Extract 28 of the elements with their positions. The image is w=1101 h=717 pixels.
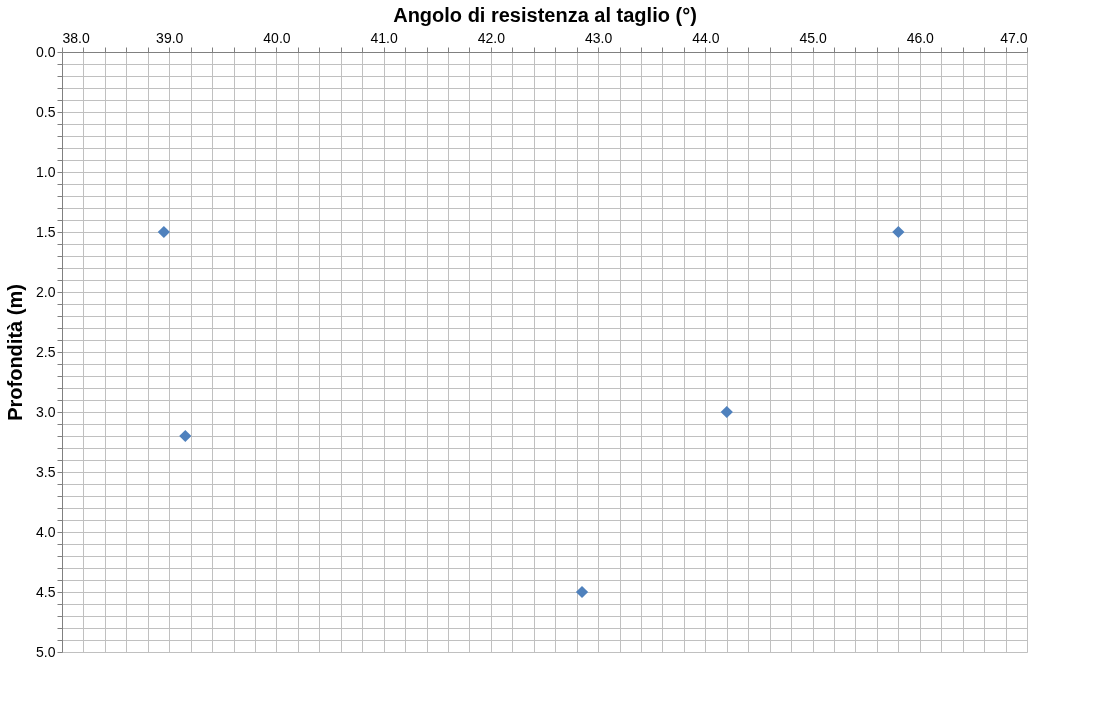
- x-tick-label: 42.0: [477, 29, 506, 46]
- x-tick-label: 40.0: [263, 29, 291, 46]
- x-tick-label: 44.0: [692, 29, 720, 46]
- x-axis-title: Angolo di resistenza al taglio (°): [393, 3, 697, 26]
- y-tick-label: 4.0: [36, 523, 56, 540]
- point: [575, 585, 589, 599]
- x-tick-label: 39.0: [156, 29, 184, 46]
- y-tick-label: 2.5: [36, 343, 56, 360]
- y-tick-label: 2.0: [36, 283, 56, 300]
- point: [157, 225, 170, 239]
- x-tick-label: 41.0: [370, 29, 398, 46]
- x-tick-label: 43.0: [584, 29, 613, 46]
- y-tick-label: 5.0: [36, 643, 56, 660]
- y-tick-label: 0.0: [36, 43, 56, 60]
- y-tick-label: 3.0: [36, 403, 56, 420]
- point: [179, 429, 192, 443]
- y-tick-label: 3.5: [36, 463, 56, 480]
- x-tick-label: 45.0: [799, 29, 827, 46]
- y-axis-title: Profondità (m): [4, 284, 27, 421]
- y-tick-label: 1.0: [36, 163, 56, 180]
- y-tick-label: 0.5: [36, 103, 56, 120]
- x-tick-label: 47.0: [1000, 29, 1028, 46]
- y-tick-label: 4.5: [36, 583, 56, 600]
- y-tick-label: 1.5: [36, 223, 56, 240]
- x-tick-label: 46.0: [906, 29, 935, 46]
- point: [720, 405, 733, 419]
- point: [892, 225, 905, 239]
- x-tick-label: 38.0: [62, 29, 90, 46]
